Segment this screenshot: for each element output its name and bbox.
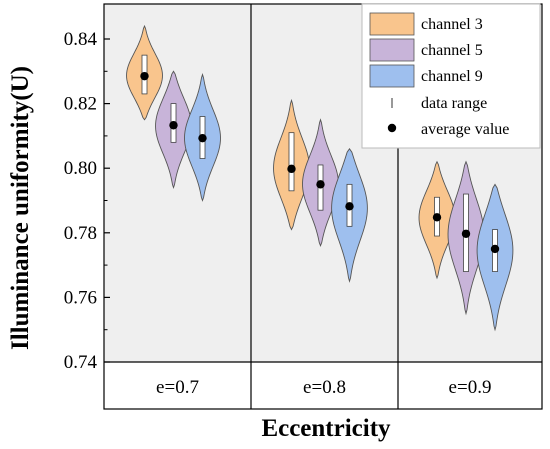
average-point xyxy=(287,164,296,174)
plot-border xyxy=(103,3,543,410)
average-point xyxy=(461,229,471,238)
y-axis: 0.74 0.76 0.78 0.80 0.82 0.84 xyxy=(64,29,110,373)
average-point xyxy=(140,71,149,81)
legend-average-marker xyxy=(387,123,397,133)
x-axis-label: Eccentricity xyxy=(261,415,391,442)
y-axis-label: Illuminance uniformity(U) xyxy=(7,66,34,350)
category-label: e=0.8 xyxy=(303,377,346,398)
average-point xyxy=(490,244,500,254)
y-tick-label: 0.76 xyxy=(64,287,97,308)
y-tick-label: 0.78 xyxy=(64,223,97,244)
average-point xyxy=(169,121,178,130)
average-point xyxy=(198,133,207,143)
legend-label: average value xyxy=(421,121,509,138)
legend: channel 3 channel 5 channel 9 data range ave… xyxy=(361,3,541,149)
legend-label: channel 5 xyxy=(421,42,483,59)
y-tick-label: 0.80 xyxy=(64,158,97,179)
legend-swatch xyxy=(369,12,415,36)
data-range-box xyxy=(288,132,295,192)
average-point xyxy=(345,202,354,211)
category-label: e=0.7 xyxy=(156,377,199,398)
violins xyxy=(126,24,514,332)
panel-background xyxy=(104,4,251,362)
legend-swatch xyxy=(369,38,415,62)
average-point xyxy=(316,180,325,189)
legend-label: channel 9 xyxy=(421,68,483,85)
legend-label: data range xyxy=(421,95,487,112)
y-tick-label: 0.74 xyxy=(64,352,98,373)
x-categories: e=0.7 e=0.8 e=0.9 xyxy=(156,377,491,398)
legend-label: channel 3 xyxy=(421,16,483,33)
y-tick-label: 0.84 xyxy=(64,29,98,50)
legend-swatch xyxy=(369,64,415,88)
average-point xyxy=(432,213,442,222)
category-label: e=0.9 xyxy=(449,377,492,398)
y-tick-label: 0.82 xyxy=(64,94,97,115)
